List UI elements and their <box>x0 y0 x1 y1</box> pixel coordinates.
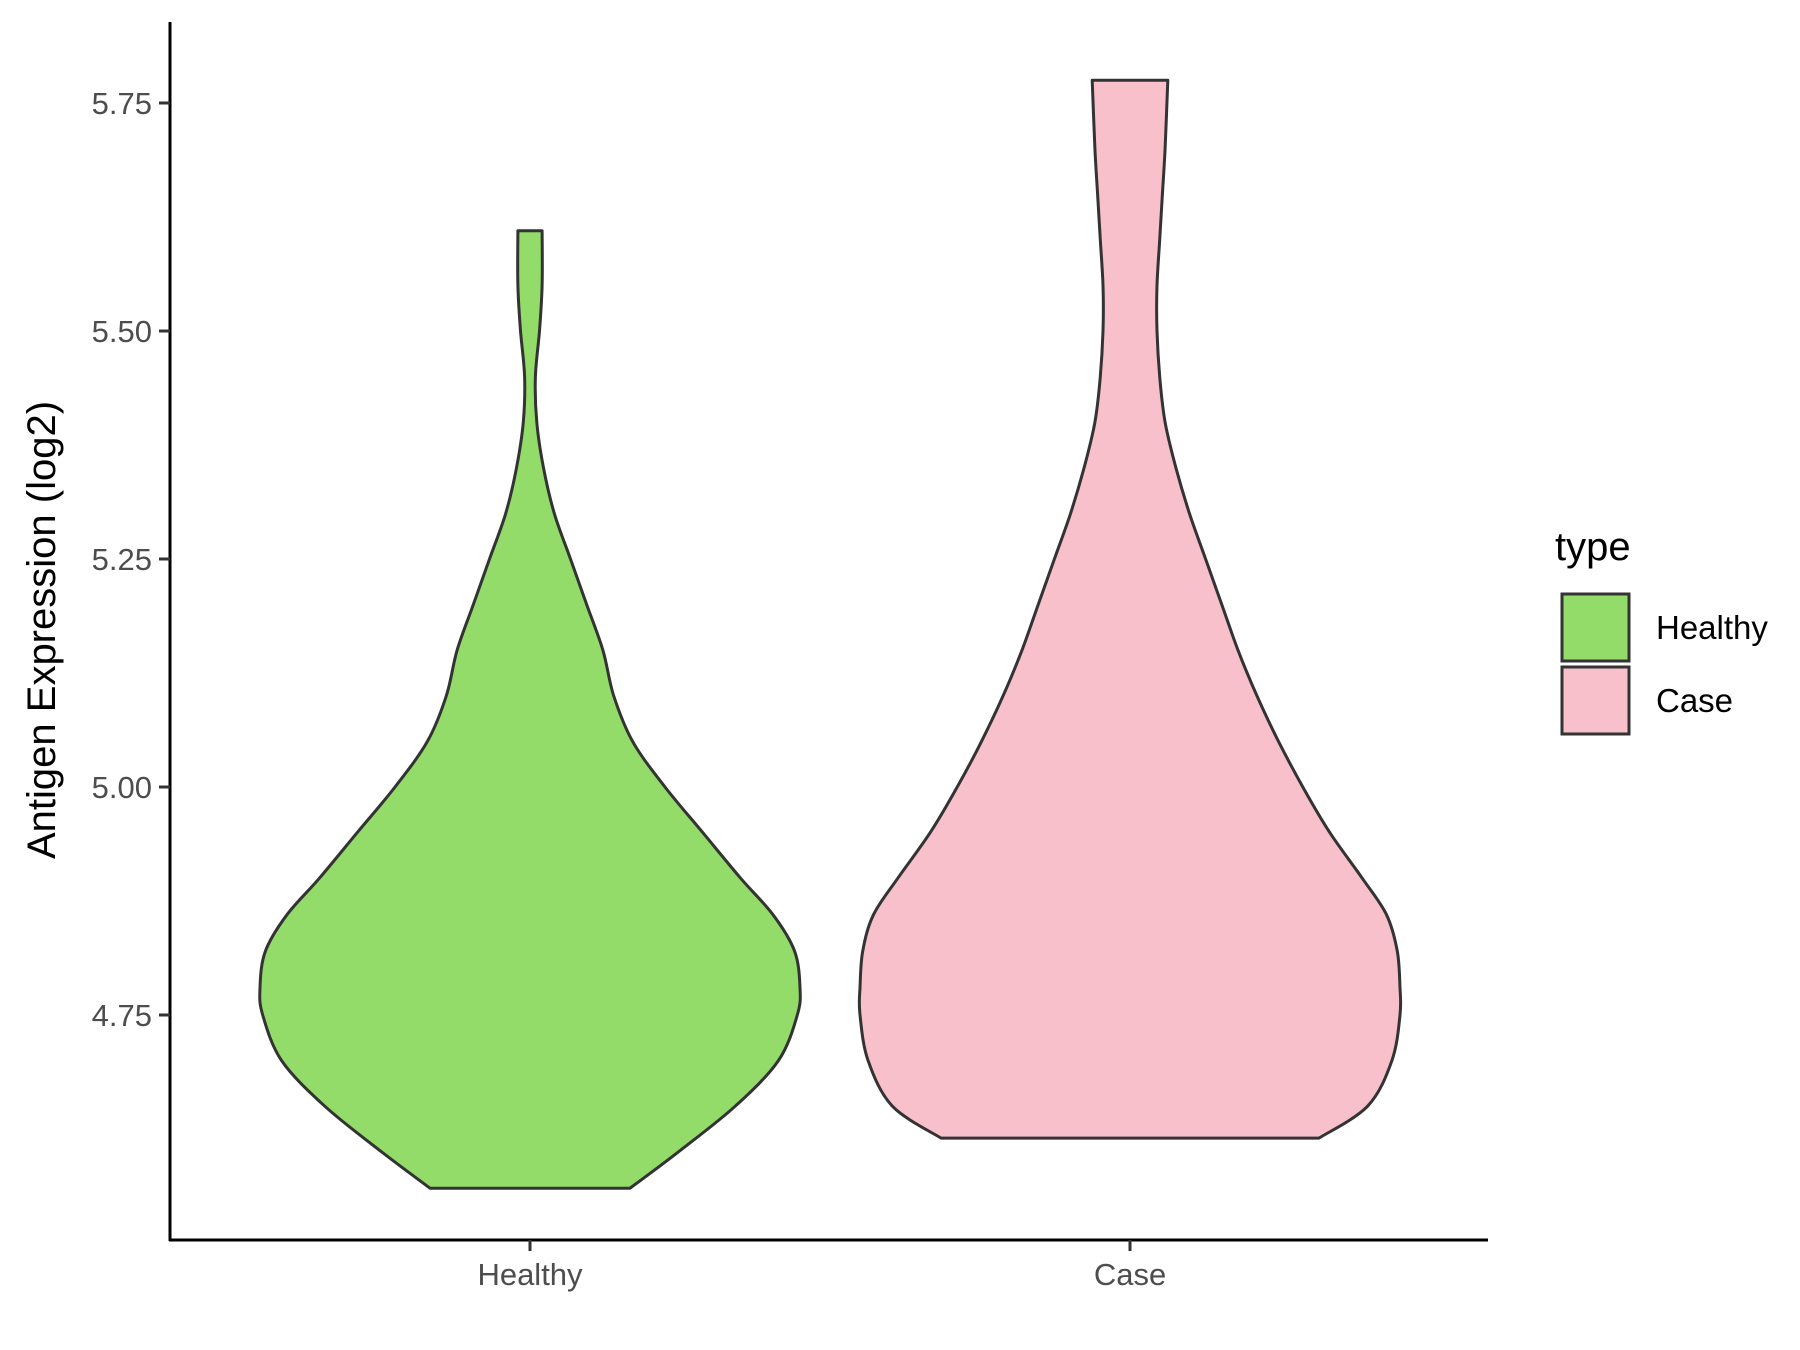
legend-label: Case <box>1656 682 1733 719</box>
legend-key-case <box>1560 665 1631 736</box>
y-tick-label: 5.75 <box>92 86 152 121</box>
legend-key-healthy <box>1560 592 1631 663</box>
y-tick-label: 4.75 <box>92 998 152 1033</box>
violin-case <box>857 78 1403 1140</box>
x-tick-label: Case <box>1094 1257 1166 1292</box>
legend: type Healthy Case <box>1555 525 1768 736</box>
x-tick-label: Healthy <box>477 1257 583 1292</box>
y-tick-label: 5.00 <box>92 770 152 805</box>
y-tick-label: 5.50 <box>92 314 152 349</box>
legend-title: type <box>1555 525 1631 569</box>
x-axis: Healthy Case <box>169 1238 1488 1292</box>
y-axis: 4.75 5.00 5.25 5.50 5.75 <box>92 22 172 1241</box>
y-tick-label: 5.25 <box>92 542 152 577</box>
legend-label: Healthy <box>1656 609 1768 646</box>
violin-healthy <box>258 229 802 1190</box>
y-axis-title: Antigen Expression (log2) <box>20 401 64 859</box>
violin-layer <box>258 78 1403 1190</box>
